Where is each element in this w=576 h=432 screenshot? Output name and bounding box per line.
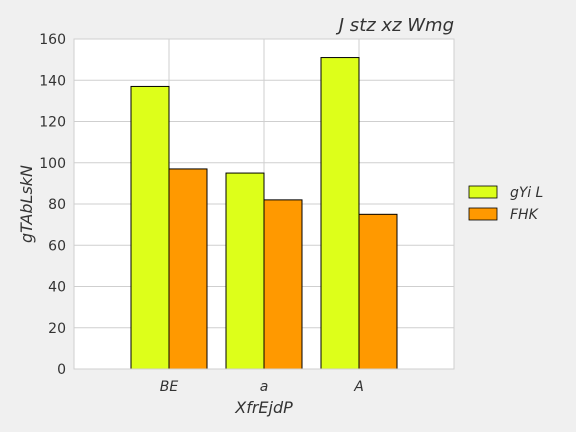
x-tick-labels: BE a A [160, 379, 364, 395]
legend-swatch-gyi-l [468, 185, 498, 199]
legend: gYi L FHK [468, 185, 543, 223]
y-tick-label: 0 [57, 362, 66, 378]
y-tick-label: 60 [48, 238, 66, 254]
bar [168, 168, 208, 370]
y-tick-label: 140 [39, 73, 66, 89]
y-tick-label: 160 [39, 32, 66, 48]
bar [130, 85, 170, 370]
x-tick-label: a [260, 379, 269, 395]
bar [358, 213, 398, 370]
y-tick-label: 80 [48, 197, 66, 213]
bar [320, 57, 360, 370]
y-tick-label: 40 [48, 280, 66, 296]
y-tick-label: 20 [48, 321, 66, 337]
x-tick-label: A [353, 379, 364, 395]
y-axis-label: gTAbLskN [17, 165, 36, 243]
y-tick-label: 120 [39, 115, 66, 131]
chart-title: J stz xz Wmg [336, 15, 454, 36]
y-tick-labels: 0 20 40 60 80 100 120 140 160 [39, 32, 66, 378]
legend-label-fhk: FHK [510, 207, 540, 223]
bars-layer [130, 57, 398, 370]
legend-label-gyi-l: gYi L [510, 185, 543, 201]
plot-frame [73, 38, 455, 370]
legend-swatch-fhk [468, 207, 498, 221]
x-axis-label: XfrEjdP [234, 398, 293, 417]
x-tick-label: BE [160, 379, 179, 395]
y-tick-label: 100 [39, 156, 66, 172]
bar [225, 172, 265, 370]
bar [263, 199, 303, 370]
